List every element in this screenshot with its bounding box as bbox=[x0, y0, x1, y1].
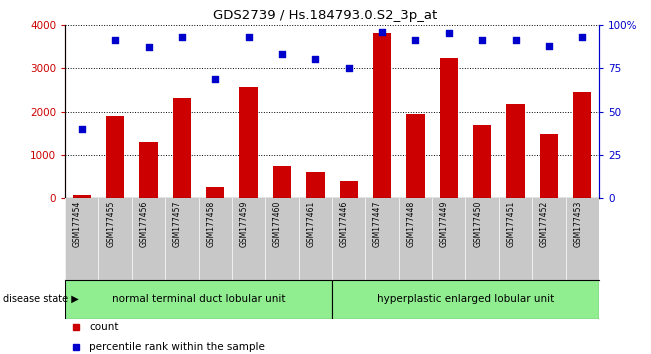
Text: normal terminal duct lobular unit: normal terminal duct lobular unit bbox=[112, 294, 285, 304]
Point bbox=[577, 34, 587, 40]
Bar bbox=[139, 142, 158, 198]
Bar bbox=[73, 195, 91, 198]
Text: GSM177447: GSM177447 bbox=[373, 201, 382, 247]
Bar bbox=[306, 172, 324, 198]
Text: GDS2739 / Hs.184793.0.S2_3p_at: GDS2739 / Hs.184793.0.S2_3p_at bbox=[214, 9, 437, 22]
Point bbox=[210, 76, 221, 81]
Point bbox=[143, 45, 154, 50]
Bar bbox=[340, 181, 358, 198]
Bar bbox=[473, 125, 492, 198]
Text: GSM177460: GSM177460 bbox=[273, 201, 282, 247]
Text: GSM177456: GSM177456 bbox=[139, 201, 148, 247]
Point bbox=[477, 38, 488, 43]
Bar bbox=[506, 104, 525, 198]
Text: GSM177452: GSM177452 bbox=[540, 201, 549, 247]
Bar bbox=[65, 280, 332, 319]
Text: GSM177458: GSM177458 bbox=[206, 201, 215, 247]
Text: disease state ▶: disease state ▶ bbox=[3, 294, 79, 304]
Text: GSM177461: GSM177461 bbox=[307, 201, 315, 247]
Point bbox=[377, 29, 387, 35]
Point bbox=[544, 43, 554, 48]
Point bbox=[310, 57, 320, 62]
Point bbox=[77, 126, 87, 132]
Bar bbox=[439, 58, 458, 198]
Text: GSM177446: GSM177446 bbox=[340, 201, 349, 247]
Bar bbox=[106, 116, 124, 198]
Point bbox=[410, 38, 421, 43]
Text: GSM177459: GSM177459 bbox=[240, 201, 249, 247]
Text: GSM177448: GSM177448 bbox=[406, 201, 415, 247]
Bar bbox=[406, 114, 424, 198]
Bar bbox=[373, 33, 391, 198]
Text: percentile rank within the sample: percentile rank within the sample bbox=[89, 342, 265, 352]
Point bbox=[443, 30, 454, 36]
Point bbox=[176, 34, 187, 40]
Bar bbox=[573, 92, 591, 198]
Text: GSM177454: GSM177454 bbox=[73, 201, 82, 247]
Text: GSM177451: GSM177451 bbox=[506, 201, 516, 247]
Bar bbox=[332, 280, 599, 319]
Text: GSM177450: GSM177450 bbox=[473, 201, 482, 247]
Text: GSM177457: GSM177457 bbox=[173, 201, 182, 247]
Text: GSM177455: GSM177455 bbox=[106, 201, 115, 247]
Text: hyperplastic enlarged lobular unit: hyperplastic enlarged lobular unit bbox=[377, 294, 554, 304]
Bar bbox=[273, 166, 291, 198]
Bar bbox=[206, 187, 225, 198]
Bar bbox=[540, 134, 558, 198]
Point bbox=[344, 65, 354, 71]
Text: GSM177449: GSM177449 bbox=[440, 201, 449, 247]
Bar bbox=[240, 87, 258, 198]
Point bbox=[110, 38, 120, 43]
Point bbox=[277, 51, 287, 57]
Text: GSM177453: GSM177453 bbox=[574, 201, 582, 247]
Point bbox=[243, 34, 254, 40]
Bar bbox=[173, 98, 191, 198]
Text: count: count bbox=[89, 322, 118, 332]
Point bbox=[510, 38, 521, 43]
